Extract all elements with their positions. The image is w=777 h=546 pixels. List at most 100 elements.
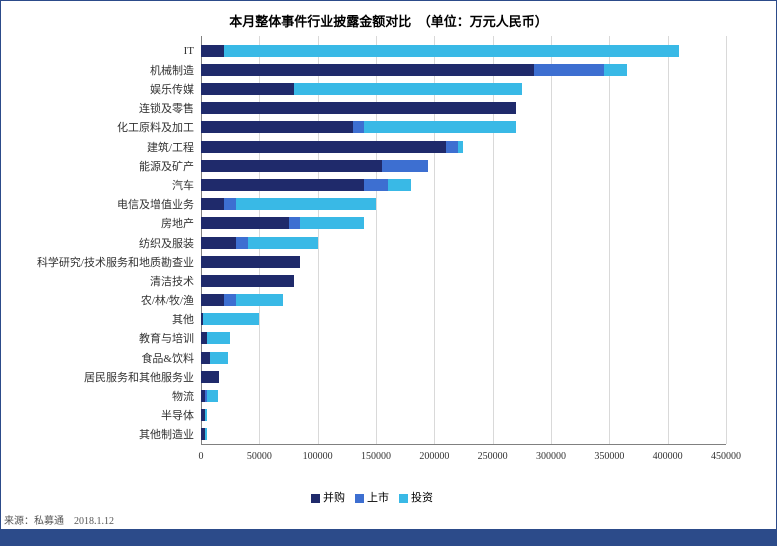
bar-segment	[364, 121, 516, 133]
plot-area: 0500001000001500002000002500003000003500…	[201, 36, 726, 466]
legend-swatch	[355, 494, 364, 503]
bar-row	[201, 409, 726, 421]
bar-row	[201, 121, 726, 133]
bar-segment	[248, 237, 318, 249]
bar-segment	[210, 352, 228, 364]
category-label: 汽车	[172, 177, 194, 193]
bar-row	[201, 352, 726, 364]
x-tick-label: 150000	[361, 451, 391, 462]
bar-segment	[205, 428, 207, 440]
x-tick-label: 350000	[594, 451, 624, 462]
x-tick-label: 250000	[478, 451, 508, 462]
bar-row	[201, 256, 726, 268]
bar-segment	[201, 275, 294, 287]
category-label: 教育与培训	[139, 330, 194, 346]
category-label: 能源及矿产	[139, 158, 194, 174]
category-label: 娱乐传媒	[150, 81, 194, 97]
bar-segment	[224, 198, 236, 210]
bar-segment	[201, 160, 382, 172]
bar-segment	[294, 83, 522, 95]
x-tick-label: 200000	[419, 451, 449, 462]
bar-row	[201, 332, 726, 344]
x-tick-label: 400000	[653, 451, 683, 462]
bar-row	[201, 83, 726, 95]
legend-item: 并购	[311, 489, 345, 505]
bar-row	[201, 179, 726, 191]
category-label: 机械制造	[150, 62, 194, 78]
bar-segment	[201, 83, 294, 95]
category-label: 清洁技术	[150, 273, 194, 289]
category-label: 连锁及零售	[139, 100, 194, 116]
category-label: 半导体	[161, 407, 194, 423]
bar-row	[201, 160, 726, 172]
bar-segment	[201, 217, 289, 229]
bar-segment	[300, 217, 364, 229]
bar-row	[201, 141, 726, 153]
bar-row	[201, 390, 726, 402]
bar-segment	[236, 294, 283, 306]
category-label: 建筑/工程	[147, 139, 194, 155]
bar-segment	[604, 64, 627, 76]
bar-segment	[201, 294, 224, 306]
bar-segment	[201, 64, 534, 76]
bar-segment	[446, 141, 458, 153]
bar-segment	[224, 294, 236, 306]
bar-segment	[201, 198, 224, 210]
bar-segment	[201, 256, 300, 268]
bar-segment	[203, 313, 259, 325]
source-text: 来源：私募通 2018.1.12	[4, 512, 114, 527]
bar-row	[201, 102, 726, 114]
x-tick-label: 100000	[303, 451, 333, 462]
bar-segment	[388, 179, 411, 191]
bar-segment	[224, 45, 679, 57]
bar-segment	[201, 45, 224, 57]
bar-segment	[207, 332, 230, 344]
bar-row	[201, 313, 726, 325]
bar-segment	[289, 217, 301, 229]
bar-segment	[382, 160, 429, 172]
gridline	[726, 36, 727, 444]
bar-segment	[201, 141, 446, 153]
bar-row	[201, 428, 726, 440]
bar-row	[201, 45, 726, 57]
category-label: 居民服务和其他服务业	[84, 369, 194, 385]
x-tick-label: 450000	[711, 451, 741, 462]
bar-segment	[534, 64, 604, 76]
bar-segment	[201, 237, 236, 249]
bar-row	[201, 275, 726, 287]
bar-row	[201, 217, 726, 229]
category-label: 电信及增值业务	[117, 196, 194, 212]
legend-label: 上市	[367, 492, 389, 504]
x-tick-label: 300000	[536, 451, 566, 462]
bar-row	[201, 237, 726, 249]
bar-row	[201, 294, 726, 306]
bar-row	[201, 198, 726, 210]
chart-title: 本月整体事件行业披露金额对比 （单位：万元人民币）	[1, 1, 776, 30]
bar-segment	[201, 179, 364, 191]
bar-segment	[364, 179, 387, 191]
footer-bar	[0, 529, 777, 546]
bar-row	[201, 64, 726, 76]
legend: 并购 上市 投资	[311, 489, 443, 505]
bar-segment	[201, 121, 353, 133]
bar-segment	[207, 390, 219, 402]
category-label: IT	[184, 45, 194, 57]
bar-segment	[353, 121, 365, 133]
bar-segment	[205, 409, 207, 421]
bar-segment	[458, 141, 464, 153]
legend-item: 投资	[399, 489, 433, 505]
bar-segment	[236, 198, 376, 210]
legend-item: 上市	[355, 489, 389, 505]
bar-row	[201, 371, 726, 383]
x-tick-label: 0	[199, 451, 204, 462]
category-label: 纺织及服装	[139, 235, 194, 251]
category-label: 化工原料及加工	[117, 119, 194, 135]
category-label: 农/林/牧/渔	[141, 292, 194, 308]
bar-segment	[201, 352, 210, 364]
category-label: 食品&饮料	[141, 350, 194, 366]
bar-segment	[201, 371, 219, 383]
legend-label: 投资	[411, 492, 433, 504]
x-axis-line	[201, 444, 726, 445]
category-label: 其他制造业	[139, 426, 194, 442]
bar-segment	[236, 237, 248, 249]
